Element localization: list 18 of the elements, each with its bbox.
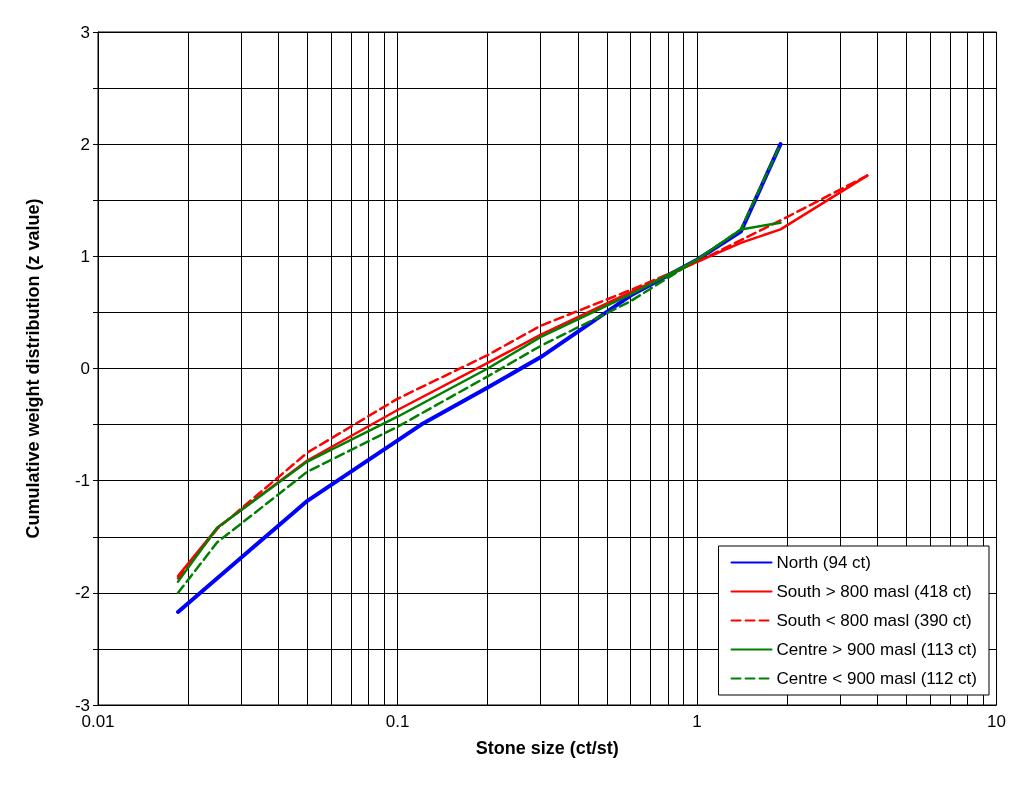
legend-label: South < 800 masl (390 ct) — [776, 611, 972, 630]
x-tick-label: 10 — [987, 712, 1007, 731]
y-axis-title: Cumulative weight distribution (z value) — [23, 198, 43, 539]
legend-label: Centre < 900 masl (112 ct) — [776, 669, 978, 688]
legend-label: South > 800 masl (418 ct) — [776, 582, 972, 601]
x-tick-label: 1 — [692, 712, 702, 731]
x-axis-title: Stone size (ct/st) — [475, 738, 619, 758]
y-tick-label: 1 — [80, 246, 90, 266]
y-tick-label: 3 — [80, 22, 90, 42]
legend-label: Centre > 900 masl (113 ct) — [776, 640, 978, 659]
y-tick-label: -3 — [74, 695, 90, 715]
y-tick-label: -1 — [74, 471, 90, 491]
y-tick-label: 2 — [80, 134, 90, 154]
y-tick-label: -2 — [74, 583, 90, 603]
legend-label: North (94 ct) — [776, 553, 872, 572]
x-tick-label: 0.01 — [81, 712, 115, 731]
y-tick-label: 0 — [80, 359, 90, 378]
x-tick-label: 0.1 — [385, 712, 410, 731]
